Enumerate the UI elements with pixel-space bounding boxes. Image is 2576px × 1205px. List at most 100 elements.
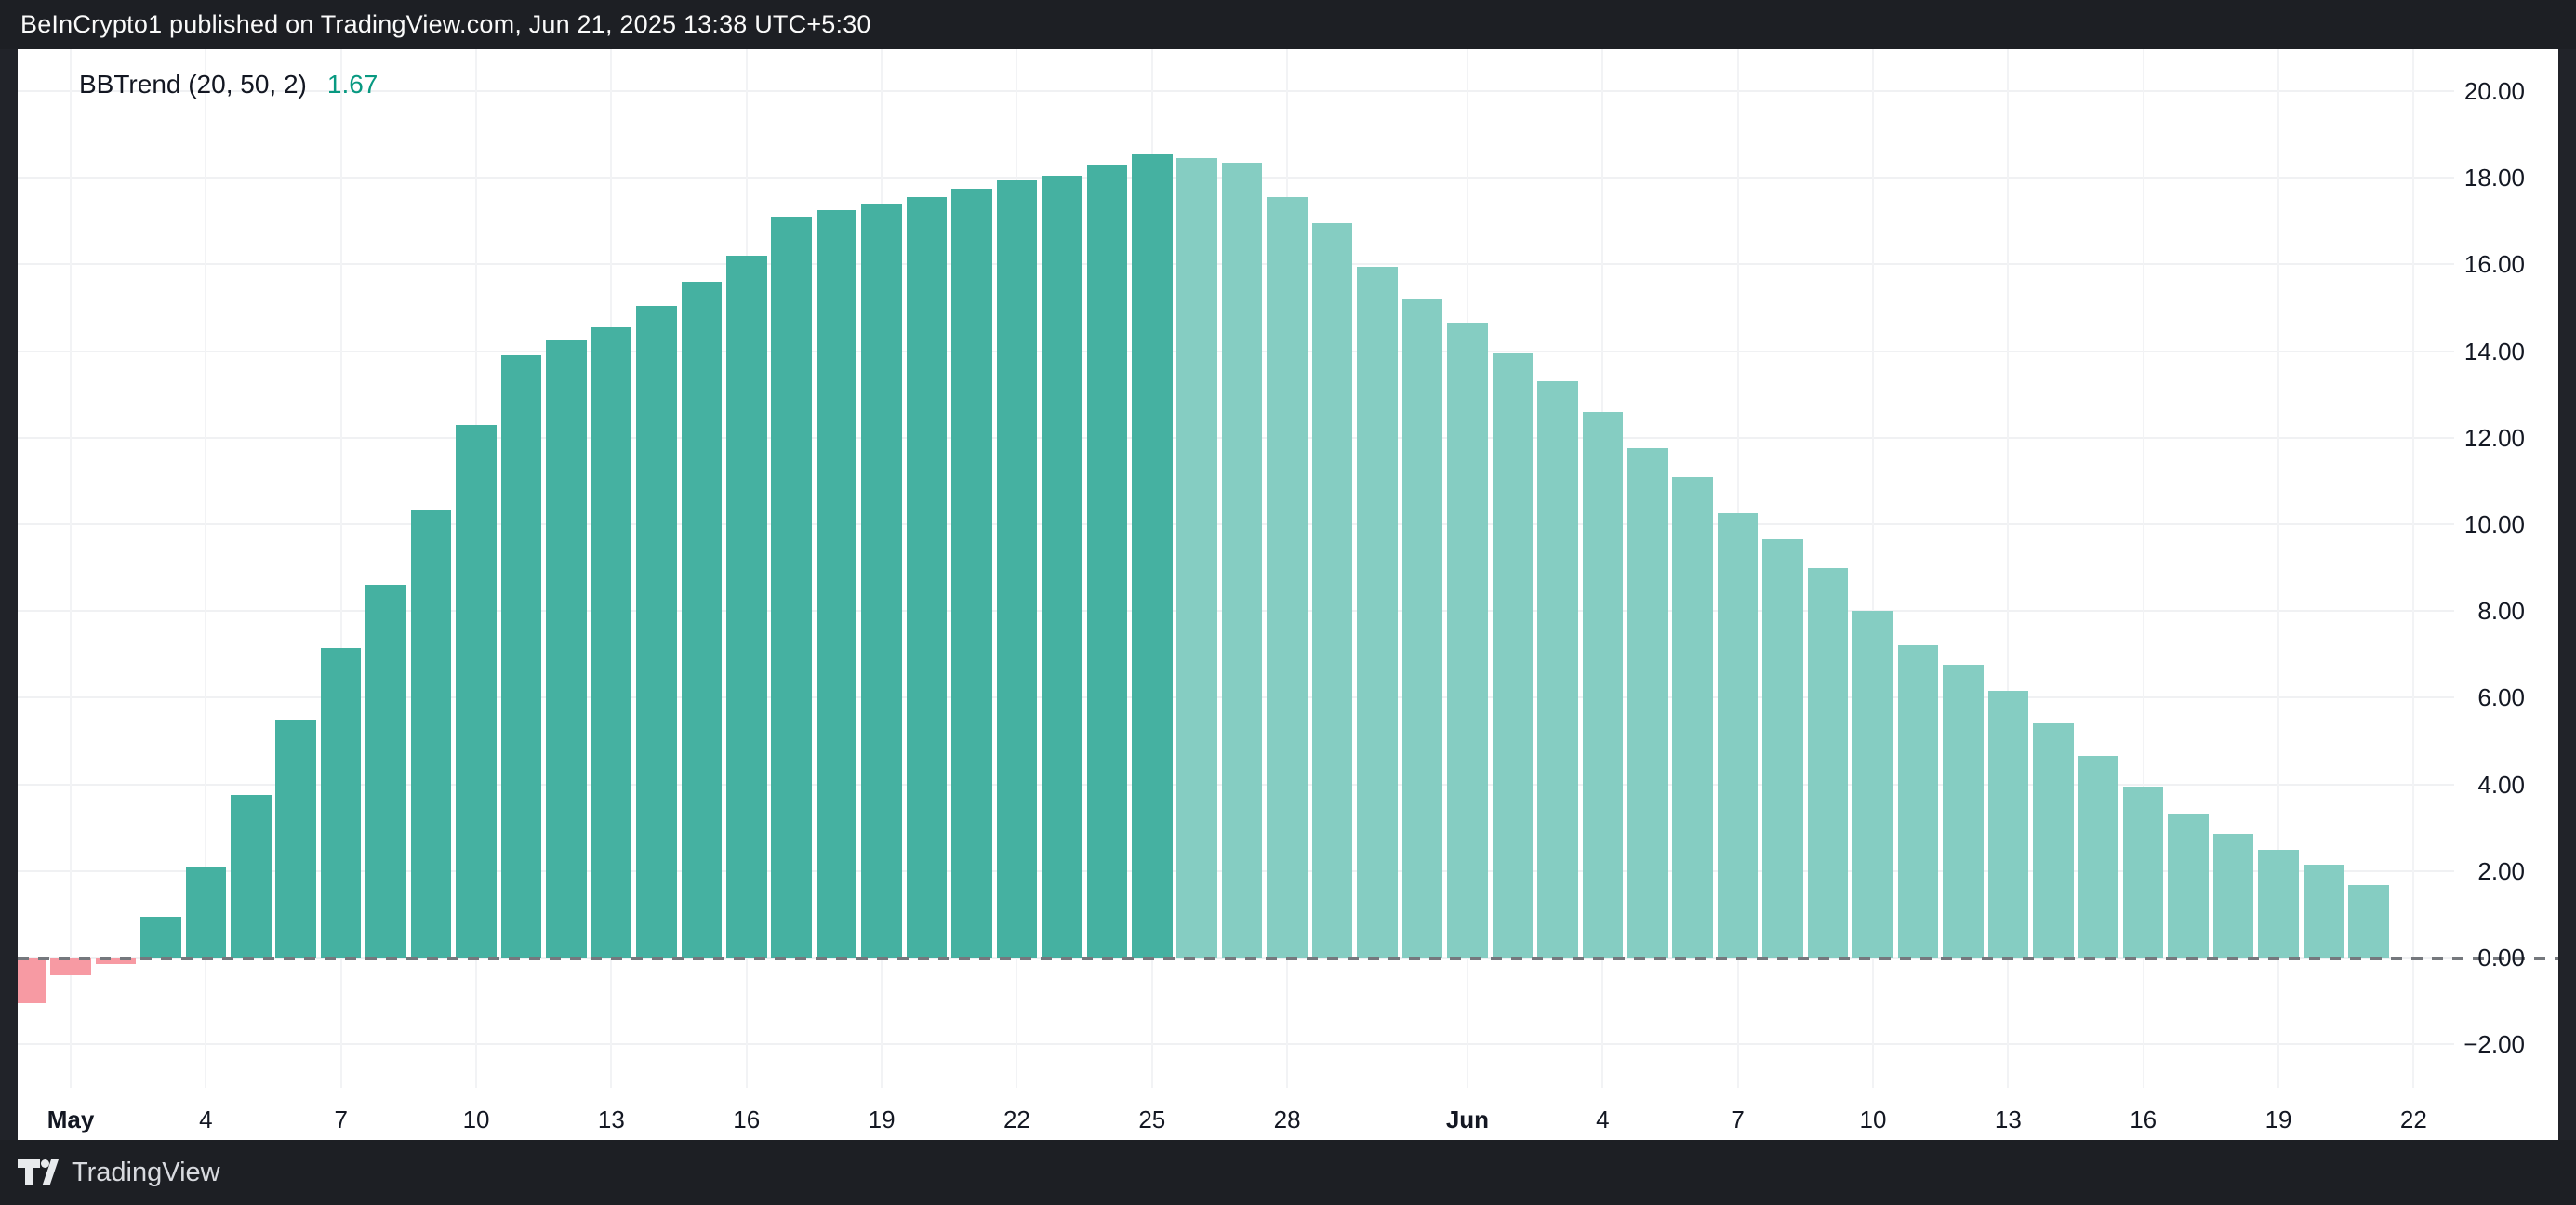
v-gridline (2277, 49, 2280, 1088)
bbtrend-bar[interactable] (1943, 665, 1984, 958)
bbtrend-bar[interactable] (1717, 513, 1759, 958)
bbtrend-bar[interactable] (861, 204, 902, 958)
bbtrend-bar[interactable] (1987, 691, 2029, 958)
indicator-legend[interactable]: BBTrend (20, 50, 2) 1.67 (79, 70, 378, 99)
x-tick-label: 25 (1138, 1106, 1166, 1133)
indicator-title: BBTrend (20, 50, 2) (79, 70, 307, 99)
bbtrend-bar[interactable] (1627, 448, 1668, 958)
y-tick-label: 14.00 (2463, 337, 2525, 365)
y-tick-label: 6.00 (2477, 683, 2525, 712)
bbtrend-bar[interactable] (1807, 567, 1849, 958)
x-tick-label: 13 (597, 1106, 625, 1133)
bbtrend-bar[interactable] (816, 210, 857, 958)
bbtrend-bar[interactable] (365, 585, 406, 958)
bbtrend-bar[interactable] (546, 339, 587, 958)
bbtrend-bar[interactable] (1132, 153, 1173, 958)
x-tick-label: 16 (2130, 1106, 2158, 1133)
bbtrend-bar[interactable] (636, 305, 677, 958)
bbtrend-bar[interactable] (996, 179, 1038, 958)
tradingview-logo-icon[interactable] (18, 1159, 59, 1185)
bbtrend-bar[interactable] (2168, 814, 2209, 958)
bbtrend-bar[interactable] (906, 197, 948, 958)
y-tick-label: 12.00 (2463, 423, 2525, 452)
h-gridline (18, 1043, 2454, 1046)
x-tick-label: May (46, 1106, 95, 1133)
bbtrend-bar[interactable] (771, 217, 812, 958)
bbtrend-bar[interactable] (95, 958, 137, 964)
bbtrend-bar[interactable] (2212, 834, 2254, 958)
y-tick-label: −2.00 (2463, 1030, 2525, 1059)
v-gridline (205, 49, 207, 1088)
bbtrend-bar[interactable] (1176, 158, 1218, 958)
bbtrend-bar[interactable] (951, 188, 992, 958)
footer-bar: TradingView (0, 1140, 2576, 1205)
y-tick-label: 0.00 (2477, 944, 2525, 972)
publish-banner-text: BeInCrypto1 published on TradingView.com… (20, 10, 871, 38)
x-tick-label: 10 (462, 1106, 490, 1133)
bbtrend-bar[interactable] (2348, 885, 2389, 958)
v-gridline (70, 49, 72, 1088)
bbtrend-bar[interactable] (275, 719, 317, 958)
bbtrend-bar[interactable] (1897, 645, 1939, 958)
bbtrend-bar[interactable] (410, 509, 452, 958)
bbtrend-bar[interactable] (1492, 352, 1534, 958)
y-tick-label: 20.00 (2463, 77, 2525, 105)
x-tick-label: 19 (2264, 1106, 2292, 1133)
y-tick-label: 8.00 (2477, 597, 2525, 626)
bbtrend-bar[interactable] (1311, 223, 1353, 958)
bbtrend-bar[interactable] (2303, 864, 2344, 958)
bbtrend-bar[interactable] (231, 795, 272, 958)
bbtrend-bar[interactable] (1401, 298, 1443, 958)
tradingview-brand-text[interactable]: TradingView (72, 1157, 220, 1187)
v-gridline (2007, 49, 2010, 1088)
x-tick-label: 13 (1994, 1106, 2022, 1133)
zero-line (18, 957, 2558, 960)
bbtrend-bar[interactable] (591, 326, 632, 958)
bbtrend-bar[interactable] (725, 256, 767, 958)
bbtrend-bar[interactable] (1086, 165, 1128, 958)
bbtrend-bar[interactable] (185, 867, 227, 958)
x-tick-label: 7 (1731, 1106, 1745, 1133)
bbtrend-bar[interactable] (1357, 266, 1398, 958)
h-gridline (18, 90, 2454, 92)
bbtrend-bar[interactable] (50, 958, 91, 975)
bbtrend-bar[interactable] (2033, 723, 2074, 958)
bbtrend-bar[interactable] (320, 647, 362, 958)
bbtrend-bar[interactable] (1762, 539, 1803, 958)
x-tick-label: 10 (1859, 1106, 1887, 1133)
bbtrend-bar[interactable] (1537, 381, 1578, 958)
v-gridline (2142, 49, 2144, 1088)
bbtrend-bar[interactable] (1672, 476, 1713, 958)
x-tick-label: 4 (199, 1106, 213, 1133)
x-tick-label: 22 (1003, 1106, 1030, 1133)
y-tick-label: 2.00 (2477, 856, 2525, 885)
bbtrend-bar[interactable] (1267, 197, 1308, 958)
bbtrend-bar[interactable] (1042, 175, 1082, 958)
x-tick-label: Jun (1445, 1106, 1490, 1133)
y-tick-label: 4.00 (2477, 770, 2525, 799)
bbtrend-bar[interactable] (681, 282, 723, 958)
x-tick-label: 28 (1273, 1106, 1301, 1133)
chart-panel[interactable]: BBTrend (20, 50, 2) 1.67 20.00 18.00 16.00… (18, 49, 2558, 1140)
bbtrend-bar[interactable] (500, 355, 542, 958)
bbtrend-bar[interactable] (1852, 611, 1893, 958)
v-gridline (1872, 49, 1874, 1088)
bbtrend-bar[interactable] (1582, 411, 1624, 958)
bbtrend-bar[interactable] (1221, 162, 1263, 958)
publish-banner: BeInCrypto1 published on TradingView.com… (0, 0, 2576, 49)
y-tick-label: 18.00 (2463, 164, 2525, 192)
x-tick-label: 16 (733, 1106, 761, 1133)
bbtrend-bar[interactable] (2078, 756, 2119, 958)
bbtrend-bar[interactable] (456, 424, 497, 958)
v-gridline (2412, 49, 2415, 1088)
bbtrend-bar[interactable] (140, 916, 181, 958)
bbtrend-bar[interactable] (2122, 786, 2164, 958)
bbtrend-bar[interactable] (2258, 849, 2299, 958)
x-tick-label: 4 (1596, 1106, 1610, 1133)
y-tick-label: 16.00 (2463, 250, 2525, 279)
bbtrend-bar[interactable] (1447, 323, 1488, 958)
v-gridline (339, 49, 342, 1088)
bbtrend-bar[interactable] (18, 958, 46, 1003)
indicator-value: 1.67 (326, 70, 378, 99)
x-tick-label: 7 (334, 1106, 348, 1133)
